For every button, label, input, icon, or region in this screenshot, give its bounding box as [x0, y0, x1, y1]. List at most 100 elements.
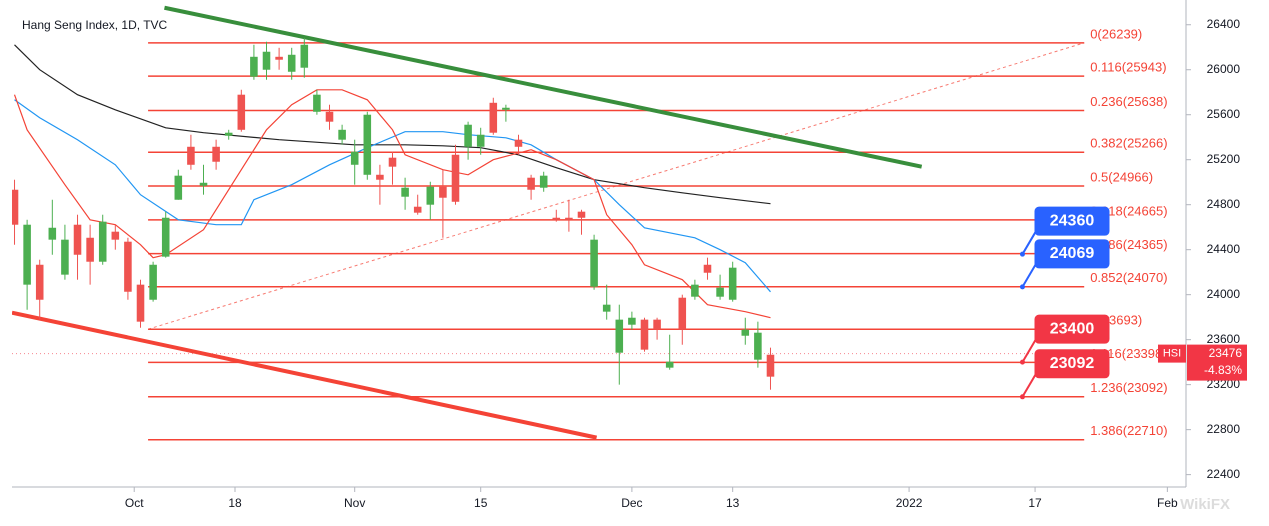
callout-label: 23092 [1050, 355, 1095, 372]
callout-pointer [1021, 338, 1037, 363]
candle-body [363, 114, 372, 175]
fib-anchor-line [147, 42, 1085, 330]
fib-label: 1.386(22710) [1090, 423, 1167, 438]
candle-body [149, 264, 157, 300]
candle-body [678, 297, 687, 330]
candle-body [12, 189, 19, 225]
moving-average [13, 89, 771, 319]
callout-label: 24069 [1050, 245, 1095, 262]
candle-body [615, 319, 624, 353]
candle-body [476, 134, 485, 147]
candle-body [628, 317, 636, 325]
candle-body [224, 132, 233, 136]
x-tick-label: Oct [125, 496, 144, 510]
callout-box [1034, 349, 1110, 379]
x-tick-label: 15 [474, 496, 488, 510]
fib-label: 1.236(23092) [1090, 380, 1167, 395]
candle-body [212, 146, 220, 162]
x-tick-label: 17 [1028, 496, 1042, 510]
y-tick-label: 22400 [1207, 467, 1241, 481]
candle-body [602, 304, 611, 312]
change-label: -4.83% [1204, 363, 1242, 377]
callout-anchor [1019, 394, 1025, 400]
callout-box [1034, 314, 1110, 344]
y-tick-label: 23600 [1207, 332, 1241, 346]
candle-body [502, 107, 510, 110]
candle-body [350, 151, 359, 165]
candle-body [766, 354, 775, 377]
x-tick-label: 13 [726, 496, 740, 510]
candle-body [754, 332, 762, 360]
moving-average [14, 44, 771, 205]
y-tick-label: 25600 [1207, 107, 1241, 121]
candle-body [287, 54, 296, 72]
candle-body [514, 139, 523, 147]
fib-label: 0(26239) [1090, 26, 1142, 41]
y-tick-label: 24800 [1207, 197, 1241, 211]
candle-body [199, 182, 208, 186]
candle-body [300, 44, 309, 68]
last-price-label: 23476 [1209, 346, 1243, 360]
candle-body [136, 284, 145, 322]
candle-body [325, 111, 334, 122]
y-tick-label: 24400 [1207, 242, 1241, 256]
candle-body [590, 239, 598, 287]
x-tick-label: Nov [344, 496, 365, 510]
candle-body [187, 146, 195, 165]
candle-body [439, 186, 447, 198]
candle-body [703, 264, 712, 273]
x-tick-label: Dec [621, 496, 642, 510]
fib-label: 0.786(24365) [1090, 237, 1167, 252]
fib-label: 0.382(25266) [1090, 136, 1167, 151]
candle-body [313, 94, 321, 112]
candle-body [237, 94, 246, 130]
candle-body [275, 56, 283, 60]
candle-body [716, 287, 724, 297]
callout-pointer [1021, 373, 1037, 398]
candle-body [565, 217, 573, 220]
callout-pointer [1021, 230, 1037, 255]
candle-body [61, 239, 69, 275]
y-tick-label: 26000 [1207, 62, 1241, 76]
fib-label: 0.852(24070) [1090, 270, 1167, 285]
chart-title: Hang Seng Index, 1D, TVC [22, 18, 168, 32]
plot-area [12, 5, 1185, 441]
callout-anchor [1019, 284, 1025, 290]
price-tag [1187, 344, 1247, 381]
symbol-label: HSI [1163, 348, 1181, 360]
candle-body [23, 224, 31, 285]
candle-body [691, 284, 699, 297]
candle-body [250, 56, 258, 77]
candle-body [728, 267, 737, 300]
candle-body [124, 241, 132, 292]
y-tick-label: 22800 [1207, 422, 1241, 436]
candle-body [640, 319, 649, 350]
callout-label: 23400 [1050, 320, 1095, 337]
x-tick-label: 18 [228, 496, 242, 510]
candle-body [338, 129, 346, 140]
candle-body [552, 217, 561, 220]
candle-body [413, 206, 422, 213]
candle-body [86, 237, 94, 262]
fib-label: 0.236(25638) [1090, 94, 1167, 109]
candle-body [73, 224, 82, 255]
callout-box [1034, 206, 1110, 236]
candle-body [426, 186, 435, 205]
fib-label: 0.5(24966) [1090, 169, 1153, 184]
fib-label: 0.618(24665) [1090, 203, 1167, 218]
trendline [164, 5, 923, 169]
candle-body [464, 124, 472, 147]
x-tick-label: Feb [1157, 496, 1178, 510]
candle-body [665, 361, 674, 368]
candle-body [388, 157, 397, 167]
callout-anchor [1019, 359, 1025, 365]
symbol-tag [1158, 344, 1186, 363]
fib-label: 0.116(25943) [1090, 60, 1166, 75]
callout-pointer [1021, 263, 1037, 288]
candle-body [653, 319, 661, 330]
candle-body [401, 187, 409, 197]
candle-body [489, 102, 498, 133]
candle-body [35, 264, 44, 300]
candle-body [174, 175, 183, 200]
